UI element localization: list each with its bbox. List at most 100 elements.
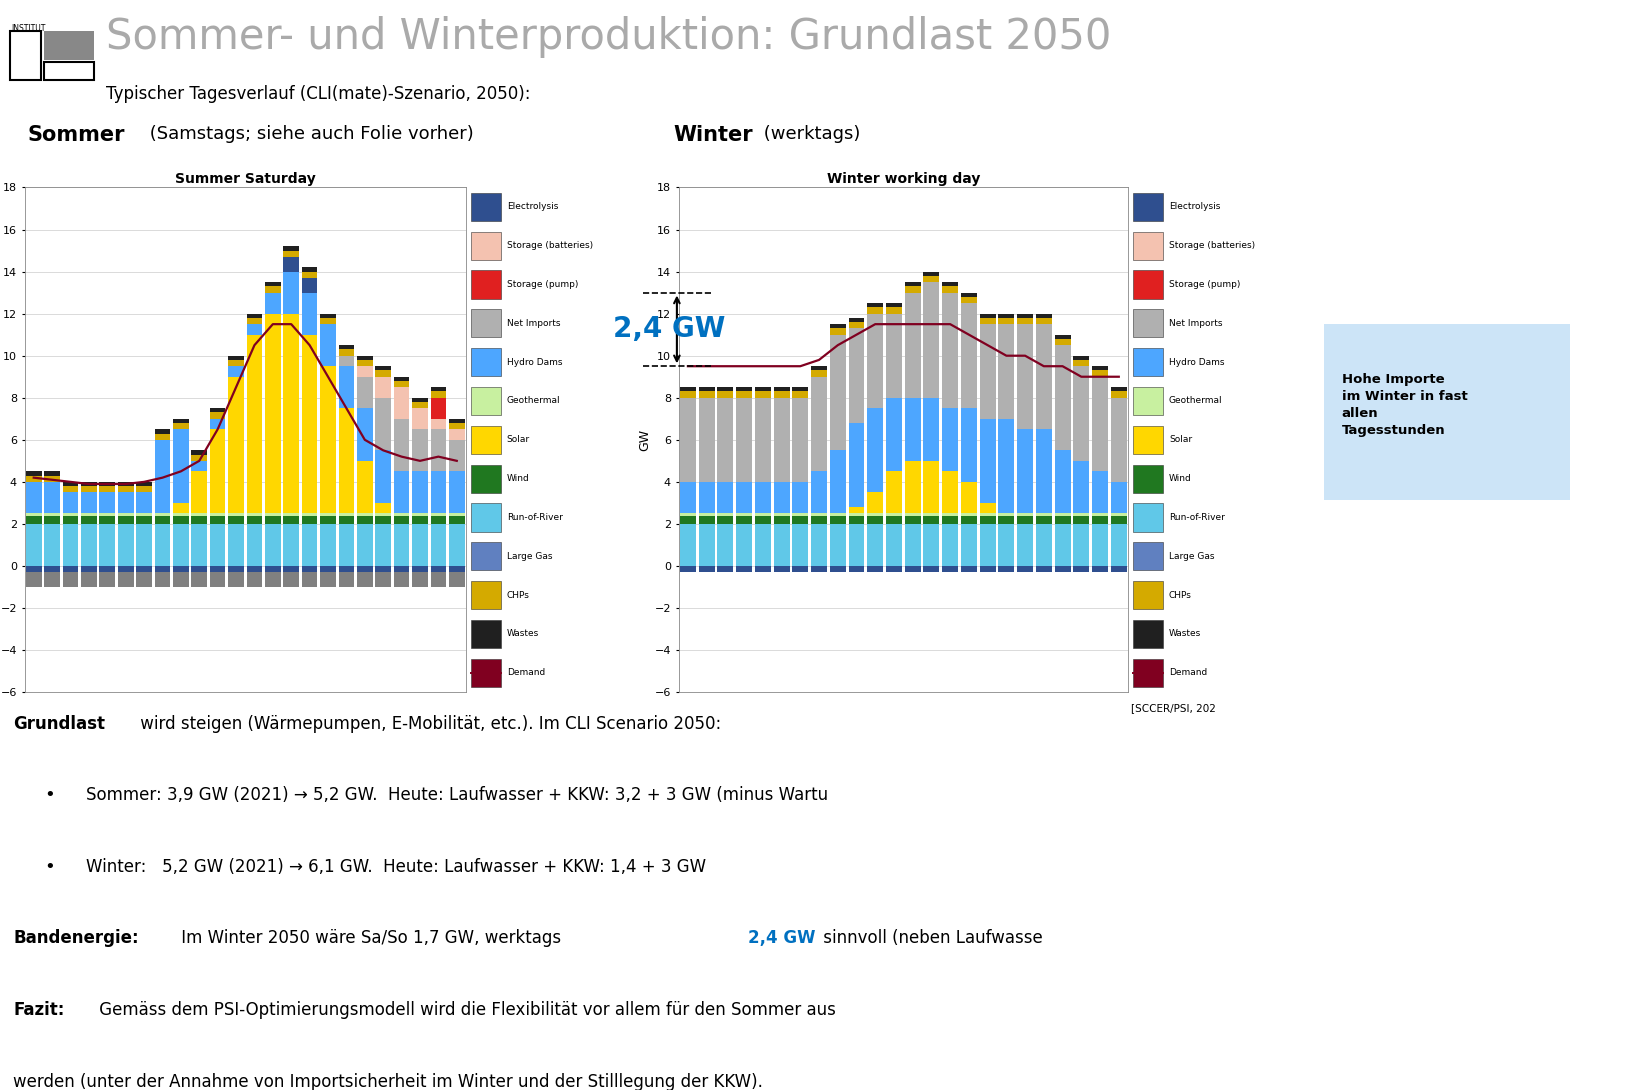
Bar [430,398,446,419]
Bar [118,486,134,493]
Bar [755,566,770,572]
Bar [136,513,152,516]
Bar [265,566,281,572]
Bar [680,387,697,391]
Bar [136,524,152,566]
Bar [173,423,188,429]
Bar [338,409,355,513]
Bar [979,513,996,516]
Bar [736,566,752,572]
Bar [867,513,883,516]
Text: Bandenergie:: Bandenergie: [13,930,139,947]
Bar [471,658,502,687]
Bar [412,513,428,516]
Bar [247,513,262,516]
Bar [773,387,790,391]
Bar [100,482,114,486]
Bar [173,516,188,524]
Title: Summer Saturday: Summer Saturday [175,172,316,186]
Bar [247,314,262,318]
Text: werden (unter der Annahme von Importsicherheit im Winter und der Stilllegung der: werden (unter der Annahme von Importsich… [13,1073,764,1090]
Bar [1055,516,1071,524]
Bar [430,524,446,566]
Bar [1133,620,1164,649]
Bar [394,380,409,387]
Text: Demand: Demand [1169,668,1207,677]
Bar [356,360,373,366]
Bar [155,566,170,572]
Bar [1073,360,1089,366]
Bar [265,524,281,566]
Bar [44,572,60,588]
Bar [338,572,355,588]
Bar [82,516,96,524]
Bar [376,513,391,516]
Bar [979,324,996,419]
Bar [26,516,41,524]
Bar [62,482,78,486]
Bar [247,324,262,335]
Bar [755,516,770,524]
Bar [1055,566,1071,572]
Bar [979,566,996,572]
Bar [831,328,845,335]
Bar [718,513,734,516]
Bar [10,31,41,80]
Bar [718,482,734,513]
Bar [302,267,317,271]
Bar [1133,270,1164,299]
Bar [1092,516,1109,524]
Bar [942,513,958,516]
Bar [229,355,244,360]
Bar [999,314,1014,318]
Bar [979,314,996,318]
Bar [1092,371,1109,377]
Text: Run-of-River: Run-of-River [507,513,562,522]
Bar [1055,524,1071,566]
Text: Sommer: 3,9 GW (2021) → 5,2 GW.  Heute: Laufwasser + KKW: 3,2 + 3 GW (minus Wart: Sommer: 3,9 GW (2021) → 5,2 GW. Heute: L… [87,786,829,804]
Bar [191,513,208,516]
Bar [999,419,1014,513]
Text: Storage (batteries): Storage (batteries) [507,241,594,251]
Bar [773,482,790,513]
Bar [942,292,958,409]
Bar [265,572,281,588]
Bar [698,524,714,566]
Bar [831,516,845,524]
Bar [356,366,373,377]
Bar [356,524,373,566]
Bar [136,493,152,513]
Bar [302,566,317,572]
Bar [1092,377,1109,471]
Bar [680,566,697,572]
Bar [265,287,281,292]
Bar [430,419,446,429]
Bar [191,461,208,471]
Bar [155,513,170,516]
Bar [942,409,958,471]
Bar [376,371,391,377]
Bar [1037,513,1051,516]
Bar [831,513,845,516]
Bar [471,193,502,221]
Bar [1017,324,1033,429]
Bar [430,513,446,516]
Bar [849,318,865,322]
Bar [755,398,770,482]
Bar [356,377,373,409]
Bar [450,524,464,566]
Bar [1133,310,1164,338]
Bar [718,566,734,572]
Bar [942,282,958,287]
Bar [961,566,976,572]
Bar [320,366,335,513]
Text: Sommer- und Winterproduktion: Grundlast 2050: Sommer- und Winterproduktion: Grundlast … [106,16,1112,58]
Bar [1073,566,1089,572]
Bar [209,419,226,429]
Bar [1092,524,1109,566]
Bar [247,572,262,588]
Bar [265,513,281,516]
Bar [793,513,808,516]
Bar [1037,566,1051,572]
Bar [979,516,996,524]
